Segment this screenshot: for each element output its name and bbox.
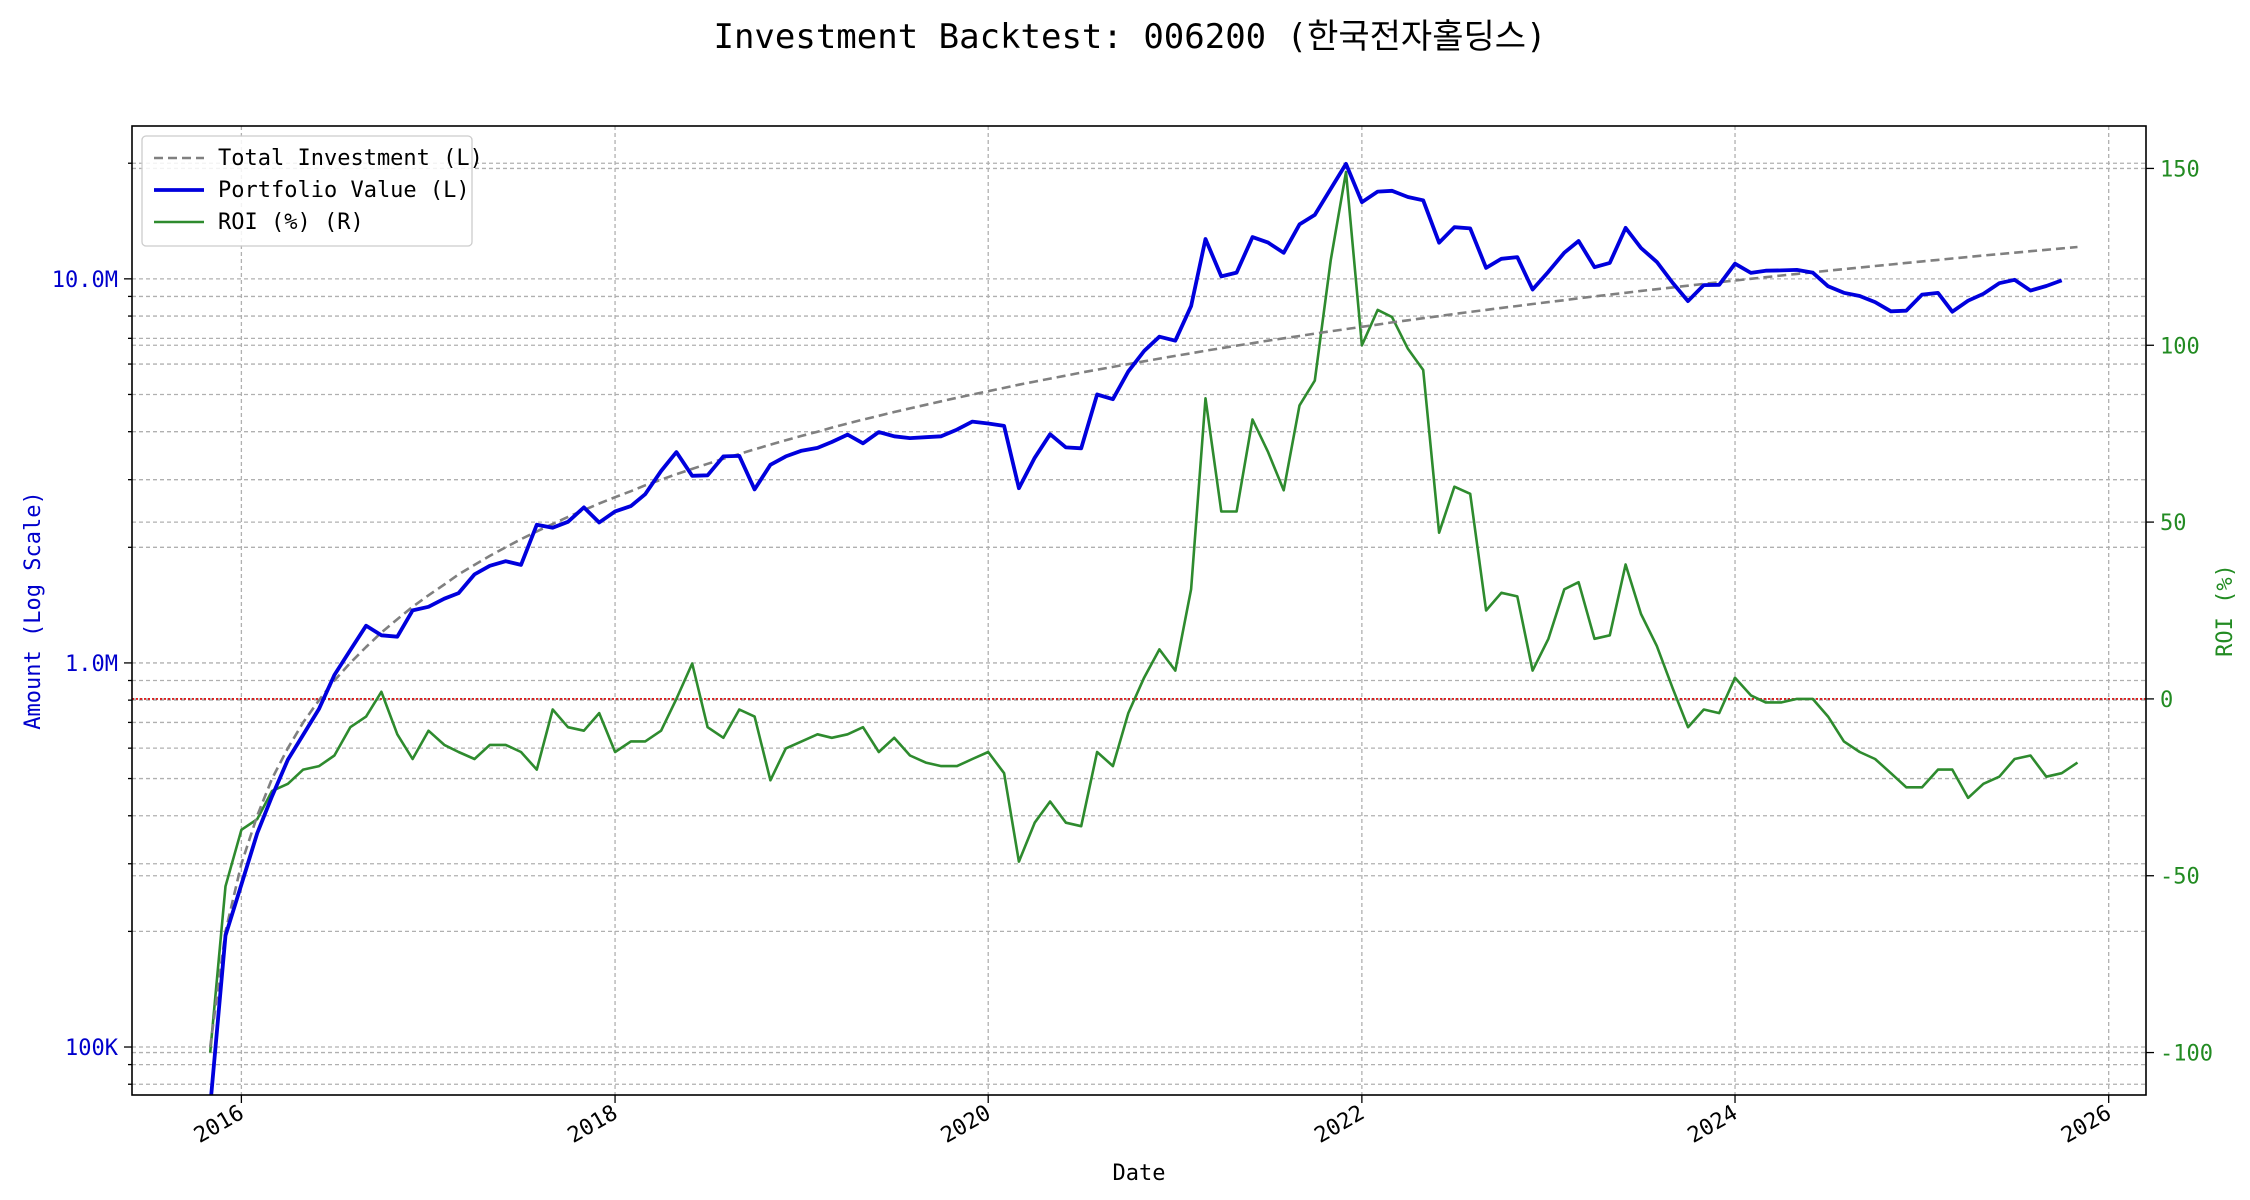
series-layer (208, 161, 2079, 1095)
y-right-tick-label: 50 (2160, 511, 2187, 536)
y-right-tick-label: 0 (2160, 688, 2173, 713)
y-axis-right-title: ROI (%) (2213, 564, 2238, 657)
y-right-tick-label: 150 (2160, 157, 2200, 182)
x-tick-label: 2022 (1310, 1101, 1368, 1149)
x-tick-label: 2016 (190, 1101, 248, 1149)
x-tick-label: 2020 (937, 1101, 995, 1149)
series-line-portfolio-value (209, 161, 2063, 1095)
legend-box (141, 135, 473, 247)
y-left-tick-label: 10.0M (52, 268, 118, 293)
legend-label-roi: ROI (%) (R) (218, 210, 364, 235)
legend-label-total-investment: Total Investment (L) (218, 146, 483, 171)
x-axis: 2016 2018 2020 2022 2024 2026 (190, 1095, 2116, 1149)
y-right-tick-label: -50 (2160, 865, 2200, 890)
legend: Total Investment (L) Portfolio Value (L) R… (141, 135, 483, 247)
plot-frame (131, 125, 2147, 1096)
x-axis-title: Date (1113, 1161, 1166, 1186)
series-line-total-investment (208, 245, 2078, 1048)
x-tick-label: 2024 (1684, 1101, 1742, 1149)
y-axis-left: 100K 1.0M 10.0M (52, 162, 132, 1085)
y-left-tick-label: 1.0M (65, 652, 118, 677)
x-tick-label: 2018 (564, 1101, 622, 1149)
y-right-tick-label: 100 (2160, 334, 2200, 359)
chart-title: Investment Backtest: 006200 (한국전자홀딩스) (713, 17, 1546, 57)
x-tick-label: 2026 (2057, 1101, 2115, 1149)
y-right-tick-label: -100 (2160, 1042, 2213, 1067)
y-left-tick-label: 100K (65, 1036, 119, 1061)
y-axis-right: 150 100 50 0 -50 -100 (2146, 157, 2213, 1067)
series-line-roi (208, 170, 2079, 1053)
legend-label-portfolio-value: Portfolio Value (L) (218, 178, 470, 203)
grid-layer (132, 126, 2146, 1095)
y-axis-left-title: Amount (Log Scale) (21, 491, 46, 729)
